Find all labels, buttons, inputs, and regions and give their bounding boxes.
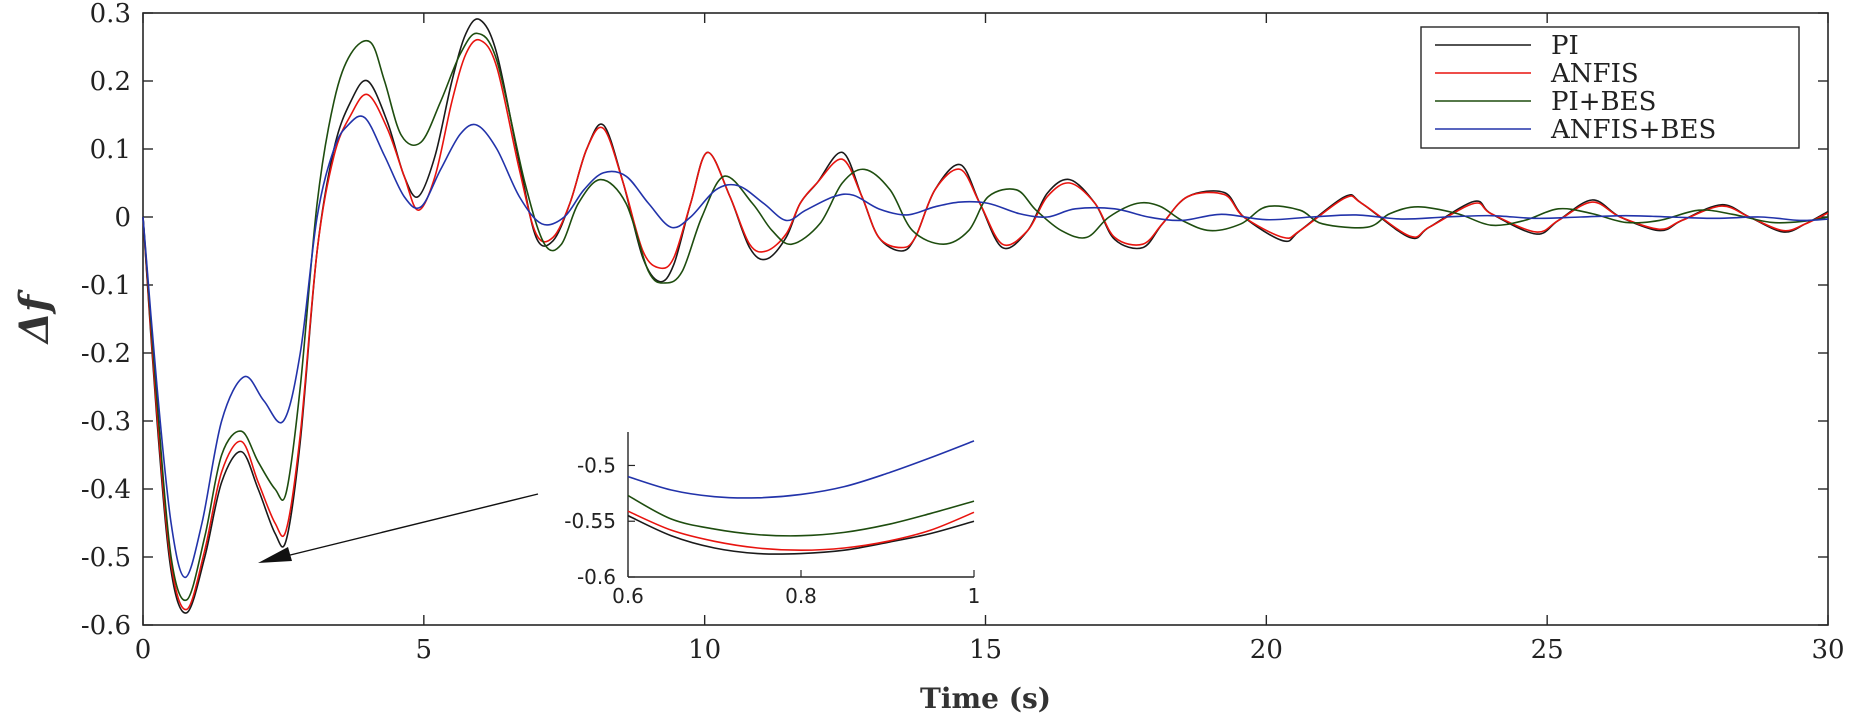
x-tick-label: 20 — [1250, 635, 1283, 665]
x-tick-label: 0 — [135, 635, 152, 665]
inset-series-line-pi-plus-bes — [627, 494, 975, 537]
annotation-arrow-shaft — [273, 493, 539, 560]
inset-x-tick-label: 0.6 — [612, 584, 644, 608]
inset-series-line-pi — [627, 514, 975, 555]
x-tick-label: 30 — [1811, 635, 1844, 665]
legend-label: PI+BES — [1551, 87, 1656, 117]
zoom-annotation — [258, 493, 539, 563]
legend-label: ANFIS — [1550, 59, 1639, 89]
inset-x-tick-label: 0.8 — [785, 584, 817, 608]
y-tick-label: -0.1 — [81, 271, 131, 301]
inset-series-line-anfis-plus-bes — [627, 440, 975, 499]
inset-x-tick-label: 1 — [968, 584, 981, 608]
series-line-anfis-plus-bes — [142, 115, 1829, 579]
x-tick-label: 25 — [1531, 635, 1564, 665]
legend-box — [1420, 26, 1800, 149]
inset-y-tick-label: -0.6 — [577, 565, 616, 589]
inset-y-tick-label: -0.5 — [577, 453, 616, 477]
annotation-arrow-head — [258, 547, 292, 563]
x-tick-label: 15 — [969, 635, 1002, 665]
legend-label: ANFIS+BES — [1550, 115, 1716, 145]
x-axis-title: Time (s) — [920, 682, 1051, 713]
inset-series-line-anfis — [627, 510, 975, 552]
y-tick-label: 0.3 — [90, 0, 131, 29]
y-tick-label: -0.5 — [81, 543, 131, 573]
series-line-pi-plus-bes — [142, 32, 1829, 602]
y-tick-label: -0.3 — [81, 407, 131, 437]
y-tick-label: 0.1 — [90, 135, 131, 165]
y-tick-label: -0.6 — [81, 611, 131, 641]
x-tick-label: 5 — [416, 635, 433, 665]
y-tick-label: 0 — [114, 203, 131, 233]
inset-y-tick-label: -0.55 — [564, 509, 616, 533]
inset-background — [628, 432, 974, 577]
y-axis-title: Δf — [11, 289, 58, 345]
y-tick-label: -0.4 — [81, 475, 131, 505]
y-tick-label: 0.2 — [90, 67, 131, 97]
series-line-anfis — [142, 38, 1829, 611]
inset-plot: 0.6 0.8 1 -0.5 -0.55 -0.6 — [564, 432, 980, 608]
legend-label: PI — [1551, 31, 1579, 61]
y-tick-label: -0.2 — [81, 339, 131, 369]
x-tick-label: 10 — [688, 635, 721, 665]
